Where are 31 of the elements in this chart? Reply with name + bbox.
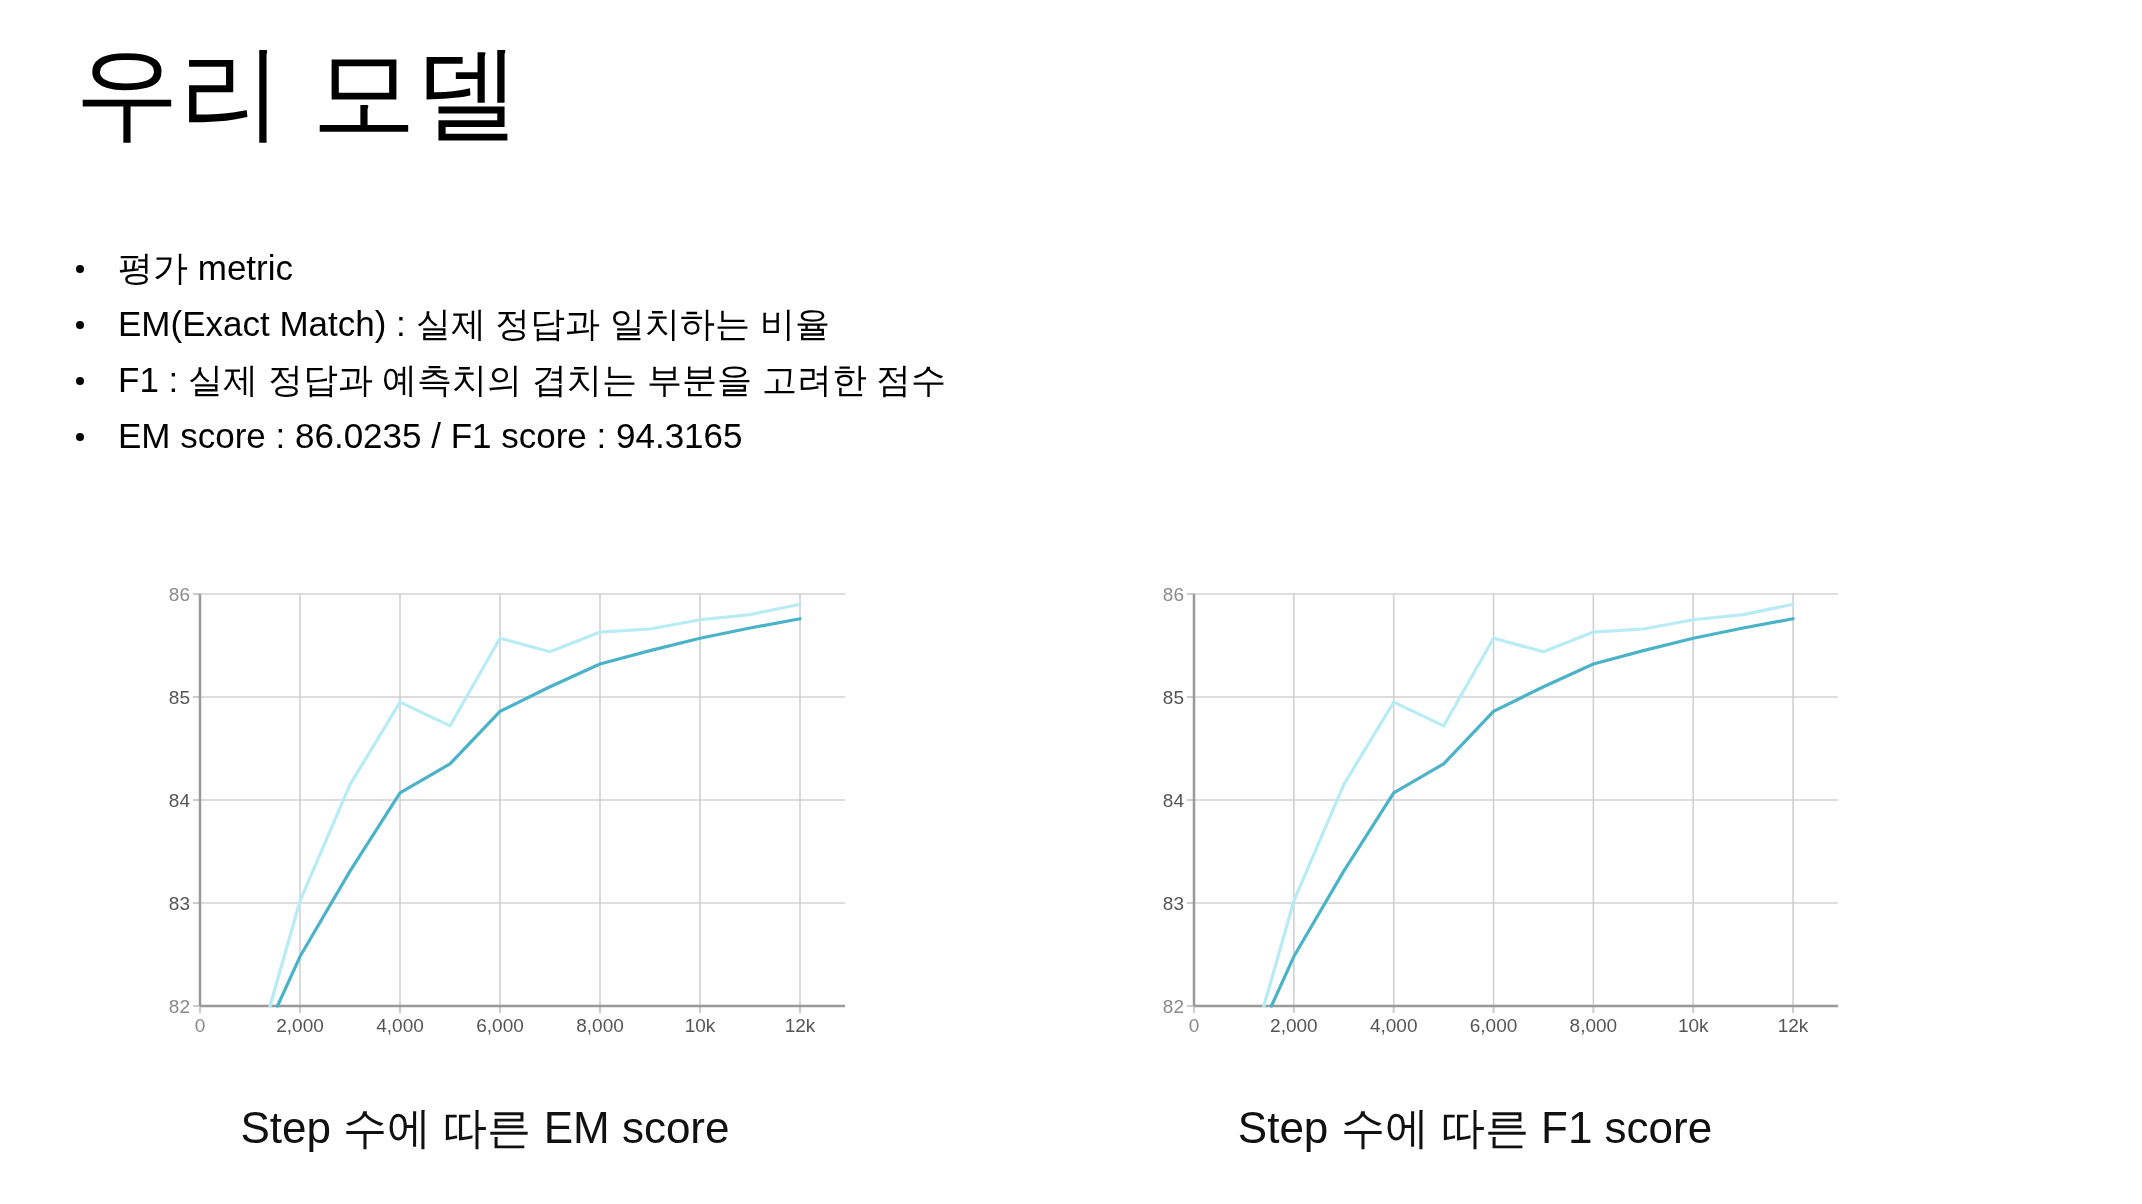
- text: EM(Exact Match) : 실제 정답과 일치하는 비율: [118, 304, 830, 343]
- x-tick-label: 2,000: [276, 1015, 324, 1036]
- y-tick-label: 85: [168, 687, 190, 708]
- y-tick-label: 84: [1162, 790, 1185, 811]
- x-tick-label: 12k: [784, 1015, 816, 1036]
- text: Step 수에 따른 EM score: [240, 1103, 730, 1152]
- x-tick-label: 12k: [1777, 1015, 1809, 1036]
- y-tick-label: 84: [168, 790, 191, 811]
- text: F1 : 실제 정답과 예측치의 겹치는 부분을 고려한 점수: [118, 360, 947, 399]
- y-tick-label: 82: [168, 996, 190, 1017]
- x-tick-label: 4,000: [1369, 1015, 1418, 1036]
- y-tick-label: 83: [1162, 893, 1184, 914]
- x-tick-label: 0: [1188, 1015, 1200, 1036]
- text: 평가 metric: [118, 248, 293, 287]
- x-tick-label: 6,000: [476, 1015, 524, 1036]
- x-tick-label: 8,000: [1569, 1015, 1618, 1036]
- y-tick-label: 85: [1162, 687, 1184, 708]
- x-tick-label: 2,000: [1270, 1015, 1318, 1036]
- y-tick-label: 86: [168, 584, 190, 605]
- text: 우리 모델: [75, 34, 520, 150]
- text: EM score : 86.0235 / F1 score : 94.3165: [118, 416, 743, 455]
- x-tick-label: 10k: [684, 1015, 716, 1036]
- x-tick-label: 10k: [1677, 1015, 1710, 1036]
- x-tick-label: 6,000: [1469, 1015, 1518, 1036]
- x-tick-label: 8,000: [576, 1015, 624, 1036]
- y-tick-label: 86: [1162, 584, 1184, 605]
- y-tick-label: 82: [1162, 996, 1184, 1017]
- y-tick-label: 83: [168, 893, 190, 914]
- x-tick-label: 4,000: [376, 1015, 424, 1036]
- x-tick-label: 0: [194, 1015, 206, 1036]
- text: Step 수에 따른 F1 score: [1237, 1103, 1713, 1152]
